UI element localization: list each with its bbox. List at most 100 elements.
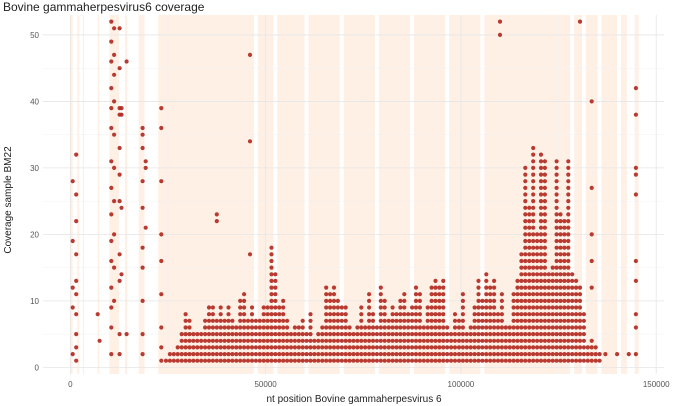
data-point-709 <box>495 318 501 323</box>
data-point-711 <box>499 358 504 363</box>
data-point-86 <box>222 345 227 350</box>
data-point-237 <box>285 332 290 337</box>
data-point-208 <box>273 305 278 310</box>
data-point-1070 <box>566 225 571 230</box>
data-point-530 <box>425 325 430 330</box>
data-point-141 <box>249 358 255 363</box>
data-point-1004 <box>554 159 559 164</box>
data-point-835 <box>531 318 536 323</box>
data-point-227 <box>281 332 286 337</box>
data-point-921 <box>542 312 548 317</box>
data-point-27 <box>187 318 192 323</box>
data-point-994 <box>554 225 559 230</box>
data-point-356 <box>347 352 352 357</box>
data-point-1085 <box>570 332 575 337</box>
data-point-768 <box>519 292 524 297</box>
data-point-547 <box>433 352 438 357</box>
data-point-657 <box>480 338 485 343</box>
data-point-380 <box>359 305 364 310</box>
data-point-428 <box>382 332 387 337</box>
data-point-201 <box>273 352 278 357</box>
data-point-445 <box>390 332 395 337</box>
data-point-588 <box>445 332 450 337</box>
data-point-851 <box>531 212 536 217</box>
data-point-455 <box>394 325 399 330</box>
data-point-35 <box>195 345 200 350</box>
data-point-1109 <box>577 352 583 357</box>
coverage-band-22 <box>621 15 627 374</box>
data-point-382 <box>363 352 368 357</box>
data-point-1221 <box>214 212 219 217</box>
data-point-875 <box>535 272 540 277</box>
data-point-912 <box>538 159 544 164</box>
data-point-745 <box>515 358 520 363</box>
data-point-553 <box>433 312 438 317</box>
data-point-503 <box>413 312 419 317</box>
data-point-181 <box>265 305 270 310</box>
data-point-404 <box>370 318 376 323</box>
data-point-1172 <box>112 26 117 31</box>
data-point-1084 <box>570 338 575 343</box>
data-point-144 <box>249 338 255 343</box>
data-point-183 <box>269 352 274 357</box>
data-point-567 <box>437 305 442 310</box>
data-point-746 <box>515 352 520 357</box>
data-point-108 <box>234 352 239 357</box>
data-point-387 <box>367 358 372 363</box>
data-point-337 <box>339 358 344 363</box>
data-point-1099 <box>574 332 579 337</box>
data-point-424 <box>382 358 387 363</box>
data-point-1246 <box>633 352 639 357</box>
data-point-811 <box>527 318 532 323</box>
coverage-band-21 <box>601 15 618 374</box>
data-point-725 <box>503 338 508 343</box>
data-point-1096 <box>574 352 579 357</box>
y-tick-label-0: 0 <box>35 363 40 372</box>
data-point-830 <box>531 352 536 357</box>
data-point-430 <box>382 318 387 323</box>
data-point-122 <box>238 298 243 303</box>
data-point-969 <box>550 292 555 297</box>
data-point-245 <box>292 358 297 363</box>
data-point-244 <box>288 332 294 337</box>
data-point-750 <box>515 325 520 330</box>
data-point-808 <box>527 338 532 343</box>
data-point-703 <box>495 358 501 363</box>
data-point-927 <box>542 272 548 277</box>
data-point-1036 <box>562 305 567 310</box>
data-point-1124 <box>581 332 587 337</box>
data-point-1071 <box>566 219 571 224</box>
data-point-1082 <box>570 352 575 357</box>
data-point-164 <box>261 358 266 363</box>
data-point-781 <box>523 318 528 323</box>
data-point-898 <box>538 252 544 257</box>
data-point-410 <box>374 332 379 337</box>
data-point-508 <box>417 358 422 363</box>
data-point-731 <box>507 338 512 343</box>
coverage-band-1 <box>77 15 80 374</box>
data-point-373 <box>359 352 364 357</box>
data-point-423 <box>378 285 383 290</box>
data-point-820 <box>527 258 532 264</box>
data-point-1043 <box>562 258 567 264</box>
data-point-948 <box>546 338 551 343</box>
data-point-488 <box>410 352 415 357</box>
data-point-1233 <box>589 285 594 290</box>
data-point-580 <box>441 298 446 303</box>
data-point-1001 <box>554 179 559 184</box>
data-point-601 <box>452 318 458 323</box>
data-point-722 <box>503 358 508 363</box>
data-point-1136 <box>593 352 598 357</box>
data-point-45 <box>203 345 208 350</box>
data-point-221 <box>277 312 282 317</box>
data-point-282 <box>316 352 321 357</box>
data-point-1144 <box>70 352 75 357</box>
data-point-169 <box>261 325 266 330</box>
data-point-50 <box>206 358 212 363</box>
data-point-1081 <box>570 358 575 363</box>
data-point-844 <box>531 258 536 264</box>
data-point-840 <box>531 285 536 290</box>
data-point-1058 <box>566 305 571 310</box>
data-point-882 <box>538 358 544 363</box>
data-point-697 <box>492 312 497 317</box>
